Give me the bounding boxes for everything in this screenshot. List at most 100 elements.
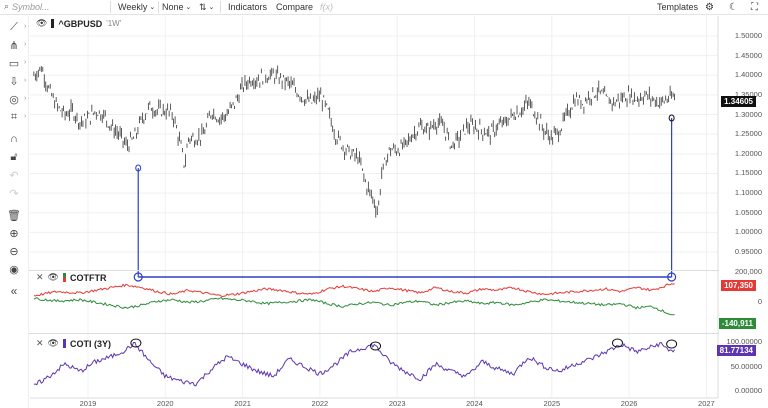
cot-red-badge: 107,350	[721, 280, 756, 291]
price-tick: 1.00000	[734, 227, 762, 237]
anchor-handle[interactable]	[668, 114, 675, 122]
coti-line	[33, 341, 676, 387]
cot-legend: ✕ 👁︎ COTFTR	[36, 272, 106, 283]
coti-tick: 50.00000	[730, 362, 762, 371]
rectangle-icon[interactable]: ▭	[8, 57, 20, 70]
trend-line-icon[interactable]: ⟋	[10, 20, 18, 33]
pane-divider[interactable]	[29, 333, 719, 334]
year-tick: 2025	[543, 399, 561, 408]
chevron-down-icon: ⌄	[208, 4, 215, 11]
pitchfork-icon[interactable]: ⋔	[9, 39, 19, 52]
price-tick: 1.30000	[734, 109, 762, 119]
zoom-in-icon[interactable]: ⊕	[9, 227, 19, 240]
drawing-toolbar: ⟋ › ⋔ › ▭ › ⇩ › ◎ › ⌗ › ∩ 🔓︎ ↶ ↷ 🗑︎ ⊕ ⊖ ◉ «	[0, 16, 29, 408]
anchor-handle[interactable]	[133, 272, 143, 282]
theme-toggle-icon[interactable]: ☾	[729, 1, 738, 13]
symbol-label: ^GBPUSD	[58, 18, 103, 29]
price-tick: 1.25000	[734, 129, 762, 139]
cot-series	[33, 283, 675, 316]
templates-button[interactable]: Templates	[657, 1, 698, 13]
pane-divider[interactable]	[29, 270, 719, 271]
symbol-placeholder: Symbol...	[12, 1, 50, 12]
series-swatch	[62, 339, 66, 348]
coti-name: COTI (3Y)	[69, 338, 111, 349]
eye-icon[interactable]: 👁︎	[47, 338, 59, 348]
double-chevron-left-icon[interactable]: «	[10, 284, 18, 298]
compare-button[interactable]: Compare	[276, 1, 313, 13]
symbol-search[interactable]: ⌕ Symbol...	[4, 0, 104, 13]
arrow-icon[interactable]: ⇩	[9, 75, 19, 88]
close-icon[interactable]: ✕	[36, 272, 44, 282]
visibility-icon[interactable]: ◉	[9, 263, 19, 276]
undo-icon[interactable]: ↶	[9, 169, 19, 182]
price-tick: 1.40000	[734, 70, 762, 80]
lock-icon[interactable]: 🔓︎	[10, 150, 18, 163]
magnet-icon[interactable]: ∩	[10, 133, 18, 145]
cot-tick: 200,000	[734, 267, 762, 276]
year-tick: 2024	[466, 399, 483, 408]
compare-label: Compare	[276, 2, 314, 12]
peak-marker[interactable]	[130, 338, 142, 348]
year-tick: 2026	[620, 399, 638, 408]
cot-green-line	[33, 296, 675, 316]
interval-select[interactable]: Weekly ⌄	[118, 1, 155, 13]
chevron-down-icon: ⌄	[185, 4, 192, 11]
eye-icon[interactable]: 👁︎	[47, 272, 59, 282]
peak-marker[interactable]	[370, 341, 382, 351]
divider	[220, 1, 221, 13]
close-icon[interactable]: ✕	[36, 338, 44, 348]
year-tick: 2027	[698, 399, 715, 408]
series-swatch	[51, 19, 55, 28]
cot-tick: 0	[757, 297, 762, 306]
candles-icon: ⇅	[199, 1, 207, 12]
price-tick: 1.15000	[734, 168, 762, 178]
indicators-label: Indicators	[228, 2, 268, 12]
price-tick: 1.35000	[734, 89, 762, 99]
indicators-button[interactable]: Indicators	[228, 1, 267, 13]
price-tick: 0.95000	[734, 247, 762, 256]
divider	[158, 1, 159, 13]
coti-tick: 100.00000	[726, 337, 762, 346]
settings-icon[interactable]: ⚙	[705, 1, 714, 13]
divider	[110, 1, 111, 13]
comparison-label: None	[162, 2, 184, 12]
coti-series	[33, 341, 676, 387]
eye-icon[interactable]: 👁︎	[36, 18, 48, 28]
templates-label: Templates	[657, 2, 699, 12]
cot-green-badge: -140,911	[718, 318, 756, 329]
price-tick: 1.50000	[734, 31, 762, 40]
price-tick: 1.05000	[734, 207, 762, 217]
fullscreen-icon[interactable]: ⛶	[751, 1, 758, 13]
price-tick: 1.10000	[734, 188, 762, 198]
search-icon: ⌕	[4, 1, 10, 11]
year-tick: 2021	[234, 399, 251, 408]
last-price-badge: 1.34605	[721, 96, 756, 107]
series-swatch	[62, 273, 66, 282]
year-tick: 2020	[156, 399, 174, 408]
fx-label: f(x)	[320, 2, 333, 12]
coti-badge: 81.77134	[716, 345, 756, 356]
top-toolbar: ⌕ Symbol... Weekly ⌄ None ⌄ ⇅ ⌄ Indicato…	[0, 0, 768, 15]
drawing-annotations[interactable]	[130, 114, 678, 351]
circle-icon[interactable]: ◎	[9, 93, 19, 106]
pattern-icon[interactable]: ⌗	[10, 110, 18, 123]
trash-icon[interactable]: 🗑︎	[7, 209, 21, 222]
cot-name: COTFTR	[69, 272, 107, 283]
zoom-out-icon[interactable]: ⊖	[9, 245, 19, 258]
anchor-handle[interactable]	[667, 272, 677, 282]
peak-marker[interactable]	[612, 338, 624, 348]
price-series	[33, 65, 675, 218]
resolution-label: '1W'	[106, 19, 122, 28]
chevron-down-icon: ⌄	[149, 4, 156, 11]
comparison-select[interactable]: None ⌄	[162, 1, 191, 13]
cot-red-line	[33, 283, 675, 298]
fx-button[interactable]: f(x)	[320, 1, 333, 13]
chart-type-button[interactable]: ⇅ ⌄	[199, 1, 214, 13]
coti-legend: ✕ 👁︎ COTI (3Y)	[36, 338, 111, 349]
redo-icon[interactable]: ↷	[9, 187, 19, 200]
grid	[30, 16, 719, 399]
anchor-handle[interactable]	[135, 164, 142, 172]
year-tick: 2019	[79, 399, 97, 408]
peak-marker[interactable]	[666, 339, 678, 349]
